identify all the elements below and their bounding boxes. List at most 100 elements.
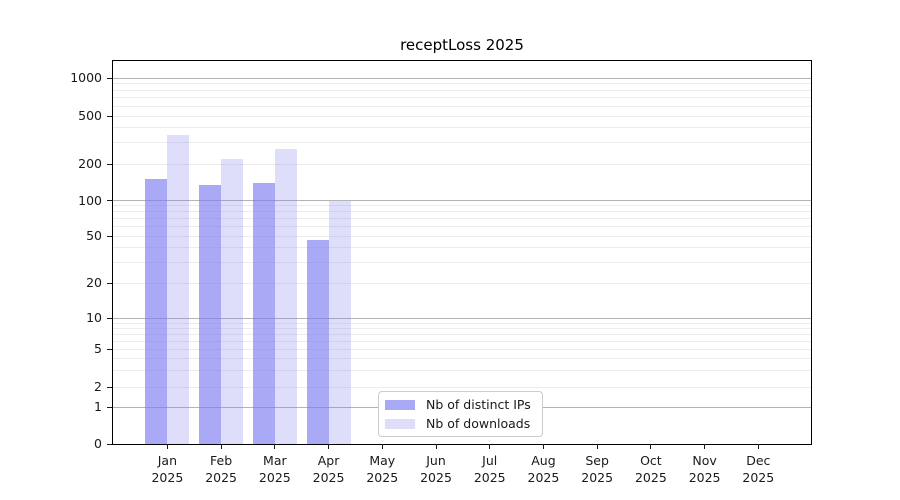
- gridline-minor: [113, 127, 811, 129]
- chart-title: receptLoss 2025: [400, 36, 524, 54]
- y-tick-mark: [107, 317, 112, 319]
- gridline-minor: [113, 327, 811, 329]
- bar-apr-downloads: [328, 200, 351, 444]
- x-tick-mark: [166, 444, 168, 449]
- bar-mar-distinct-ips: [252, 182, 275, 444]
- y-tick-mark: [107, 115, 112, 117]
- legend-swatch-distinct-ips: [385, 399, 415, 410]
- x-tick-mark: [328, 444, 330, 449]
- x-tick-month: Dec: [746, 453, 771, 468]
- y-tick-label: 5: [94, 341, 102, 357]
- gridline-minor: [113, 142, 811, 144]
- x-tick-label: Dec 2025: [726, 452, 790, 486]
- y-tick-mark: [107, 282, 112, 284]
- gridline-minor: [113, 322, 811, 324]
- y-tick-label: 2: [94, 379, 102, 395]
- gridline-minor: [113, 340, 811, 342]
- x-tick-label: Oct 2025: [619, 452, 683, 486]
- x-tick-month: Aug: [531, 453, 556, 468]
- x-tick-year: 2025: [258, 470, 291, 485]
- gridline-minor: [113, 386, 811, 388]
- gridline-minor: [113, 211, 811, 213]
- y-tick-mark: [107, 348, 112, 350]
- x-tick-mark: [489, 444, 491, 449]
- gridline-minor: [113, 205, 811, 207]
- legend-item: Nb of downloads: [379, 416, 542, 431]
- gridline-minor: [113, 97, 811, 99]
- x-tick-year: 2025: [312, 470, 345, 485]
- bar-feb-downloads: [221, 159, 244, 444]
- y-tick-label: 200: [78, 156, 102, 171]
- gridline-major: [113, 317, 811, 319]
- x-tick-label: Apr 2025: [297, 452, 361, 486]
- x-tick-month: Nov: [692, 453, 717, 468]
- x-tick-month: Mar: [263, 453, 287, 468]
- y-tick-mark: [107, 200, 112, 201]
- gridline-minor: [113, 226, 811, 228]
- legend-label-downloads: Nb of downloads: [426, 416, 531, 431]
- x-tick-year: 2025: [527, 470, 560, 485]
- y-tick-mark: [107, 235, 112, 237]
- x-tick-year: 2025: [205, 470, 238, 485]
- x-tick-label: Sep 2025: [565, 452, 629, 486]
- gridline-minor: [113, 333, 811, 335]
- x-tick-mark: [542, 444, 544, 449]
- gridline-minor: [113, 282, 811, 284]
- gridline-minor: [113, 218, 811, 220]
- x-tick-mark: [704, 444, 706, 449]
- x-tick-year: 2025: [688, 470, 721, 485]
- x-tick-month: Jul: [482, 453, 498, 468]
- x-tick-year: 2025: [581, 470, 614, 485]
- y-tick-mark: [107, 386, 112, 388]
- x-tick-label: Mar 2025: [243, 452, 307, 486]
- bar-jan-downloads: [167, 135, 190, 444]
- legend-swatch-downloads: [385, 418, 415, 429]
- y-tick-label: 20: [86, 275, 102, 291]
- x-tick-mark: [381, 444, 383, 449]
- y-tick-label: 500: [78, 108, 102, 123]
- legend-label-distinct-ips: Nb of distinct IPs: [426, 397, 531, 412]
- x-tick-year: 2025: [473, 470, 506, 485]
- bar-apr-distinct-ips: [306, 240, 329, 444]
- gridline-minor: [113, 105, 811, 107]
- x-tick-label: Aug 2025: [511, 452, 575, 486]
- x-tick-month: Jan: [157, 453, 178, 468]
- x-tick-year: 2025: [151, 470, 184, 485]
- x-tick-mark: [274, 444, 276, 449]
- x-tick-month: Oct: [640, 453, 662, 468]
- y-tick-mark: [107, 406, 112, 408]
- legend: Nb of distinct IPs Nb of downloads: [378, 391, 543, 437]
- x-tick-month: Sep: [585, 453, 609, 468]
- gridline-major: [113, 200, 811, 201]
- gridline-minor: [113, 358, 811, 360]
- x-tick-mark: [220, 444, 222, 449]
- x-tick-mark: [650, 444, 652, 449]
- legend-item: Nb of distinct IPs: [379, 397, 542, 412]
- x-tick-year: 2025: [742, 470, 775, 485]
- gridline-minor: [113, 163, 811, 165]
- gridline-minor: [113, 89, 811, 91]
- gridline-minor: [113, 83, 811, 85]
- bar-jan-distinct-ips: [145, 179, 168, 444]
- y-tick-mark: [107, 163, 112, 165]
- x-tick-mark: [596, 444, 598, 449]
- x-tick-label: Jun 2025: [404, 452, 468, 486]
- x-tick-month: Apr: [317, 453, 340, 468]
- bar-mar-downloads: [274, 149, 297, 444]
- x-tick-label: Jan 2025: [135, 452, 199, 486]
- x-tick-label: Jul 2025: [458, 452, 522, 486]
- gridline-minor: [113, 369, 811, 371]
- gridline-minor: [113, 348, 811, 350]
- y-tick-mark: [107, 77, 112, 79]
- y-tick-label: 10: [86, 310, 102, 326]
- x-tick-year: 2025: [366, 470, 399, 485]
- y-tick-label: 1: [94, 399, 102, 415]
- gridline-minor: [113, 261, 811, 263]
- x-tick-label: Nov 2025: [673, 452, 737, 486]
- x-tick-year: 2025: [420, 470, 452, 485]
- gridline-minor: [113, 235, 811, 237]
- y-tick-label: 50: [86, 228, 102, 243]
- y-tick-label: 100: [78, 192, 102, 208]
- x-tick-label: May 2025: [350, 452, 414, 486]
